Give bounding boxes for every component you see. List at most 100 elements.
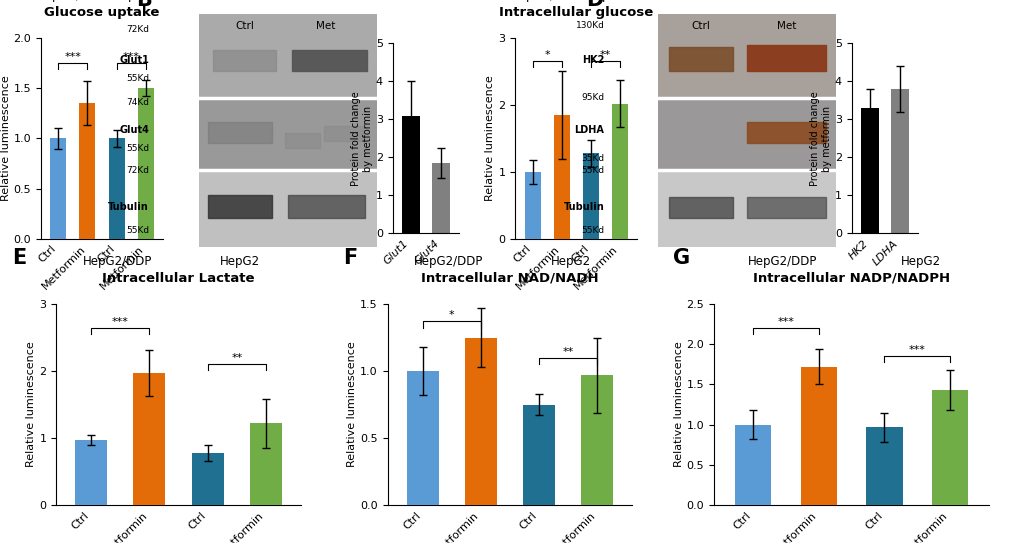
Bar: [288, 194, 365, 218]
Text: B: B: [137, 0, 152, 10]
Text: Tubulin: Tubulin: [108, 203, 149, 212]
Text: LDHA: LDHA: [574, 125, 604, 135]
Bar: [133, 373, 165, 505]
Text: HepG2: HepG2: [586, 0, 627, 2]
Title: Intracellular NADP/NADPH: Intracellular NADP/NADPH: [752, 272, 950, 285]
Bar: [657, 170, 836, 247]
Y-axis label: Protein fold change
by metformin: Protein fold change by metformin: [810, 91, 832, 186]
Bar: [465, 338, 496, 505]
Text: HepG2/DDP: HepG2/DDP: [414, 255, 483, 268]
Y-axis label: Relative luminescence: Relative luminescence: [1, 75, 10, 201]
Bar: [524, 172, 540, 239]
Y-axis label: Relative luminescence: Relative luminescence: [485, 75, 495, 201]
Text: Glut1: Glut1: [119, 55, 149, 65]
Text: 55Kd: 55Kd: [125, 226, 149, 235]
Title: Intracellular Lactate: Intracellular Lactate: [102, 272, 255, 285]
Text: HepG2: HepG2: [219, 255, 260, 268]
Text: 72Kd: 72Kd: [125, 26, 149, 34]
Bar: [890, 89, 908, 233]
Bar: [208, 194, 272, 218]
Text: HepG2: HepG2: [900, 255, 940, 268]
Bar: [401, 116, 420, 233]
Bar: [50, 138, 66, 239]
Text: ***: ***: [122, 52, 140, 62]
Bar: [192, 453, 223, 505]
Bar: [291, 50, 367, 71]
Bar: [213, 50, 275, 71]
Text: Ctrl: Ctrl: [691, 21, 709, 30]
Text: 74Kd: 74Kd: [125, 98, 149, 107]
Title: Intracellular glucose: Intracellular glucose: [498, 6, 653, 19]
Bar: [138, 88, 154, 239]
Text: HepG2/DDP: HepG2/DDP: [747, 255, 817, 268]
Text: 55Kd: 55Kd: [581, 166, 604, 174]
Bar: [284, 133, 320, 148]
Text: D: D: [586, 0, 603, 10]
Text: Glut4: Glut4: [119, 125, 149, 135]
Bar: [523, 405, 554, 505]
Bar: [324, 126, 363, 141]
Text: Met: Met: [776, 21, 795, 30]
Text: **: **: [231, 353, 243, 363]
Bar: [747, 122, 825, 143]
Text: E: E: [12, 248, 26, 268]
Text: F: F: [343, 248, 358, 268]
Text: Ctrl: Ctrl: [235, 21, 255, 30]
Y-axis label: Relative luminescence: Relative luminescence: [347, 342, 357, 468]
Bar: [747, 45, 825, 71]
Text: HK2: HK2: [582, 55, 604, 65]
Bar: [581, 375, 612, 505]
Bar: [668, 47, 733, 71]
Text: HepG2: HepG2: [112, 0, 153, 2]
Text: *: *: [448, 311, 454, 320]
Text: ***: ***: [776, 317, 794, 327]
Bar: [860, 108, 878, 233]
Text: 35Kd: 35Kd: [581, 154, 604, 163]
Text: 72Kd: 72Kd: [125, 166, 149, 174]
Bar: [735, 425, 770, 505]
Bar: [865, 427, 902, 505]
Bar: [250, 424, 281, 505]
Y-axis label: Protein fold change
by metformin: Protein fold change by metformin: [352, 91, 373, 186]
Text: 55Kd: 55Kd: [125, 74, 149, 84]
Text: HepG2/DDP: HepG2/DDP: [37, 0, 106, 2]
Bar: [553, 115, 570, 239]
Text: Tubulin: Tubulin: [564, 203, 604, 212]
Bar: [199, 98, 377, 170]
Bar: [800, 367, 837, 505]
Text: ***: ***: [112, 317, 128, 326]
Text: ***: ***: [64, 52, 82, 62]
Text: *: *: [544, 50, 549, 60]
Bar: [657, 98, 836, 170]
Text: HepG2/DDP: HepG2/DDP: [511, 0, 580, 2]
Text: **: **: [562, 346, 574, 357]
Bar: [611, 104, 628, 239]
Bar: [747, 197, 825, 218]
Text: Met: Met: [316, 21, 335, 30]
Bar: [931, 390, 967, 505]
Text: HepG2: HepG2: [550, 255, 591, 268]
Bar: [75, 440, 107, 505]
Title: Intracellular NAD/NADH: Intracellular NAD/NADH: [421, 272, 598, 285]
Bar: [668, 197, 733, 218]
Bar: [199, 170, 377, 247]
Bar: [407, 371, 438, 505]
Text: G: G: [673, 248, 689, 268]
Text: 130Kd: 130Kd: [575, 21, 604, 30]
Bar: [208, 122, 272, 143]
Bar: [79, 103, 96, 239]
Text: HepG2/DDP: HepG2/DDP: [83, 255, 152, 268]
Y-axis label: Relative luminescence: Relative luminescence: [26, 342, 37, 468]
Bar: [431, 163, 449, 233]
Text: ***: ***: [908, 345, 925, 355]
Bar: [657, 14, 836, 98]
Bar: [582, 153, 598, 239]
Bar: [199, 14, 377, 98]
Text: 55Kd: 55Kd: [581, 226, 604, 235]
Text: 95Kd: 95Kd: [581, 93, 604, 102]
Bar: [108, 138, 124, 239]
Text: **: **: [599, 50, 610, 60]
Text: A: A: [4, 0, 20, 2]
Y-axis label: Relative luminescence: Relative luminescence: [674, 342, 683, 468]
Text: 55Kd: 55Kd: [125, 144, 149, 154]
